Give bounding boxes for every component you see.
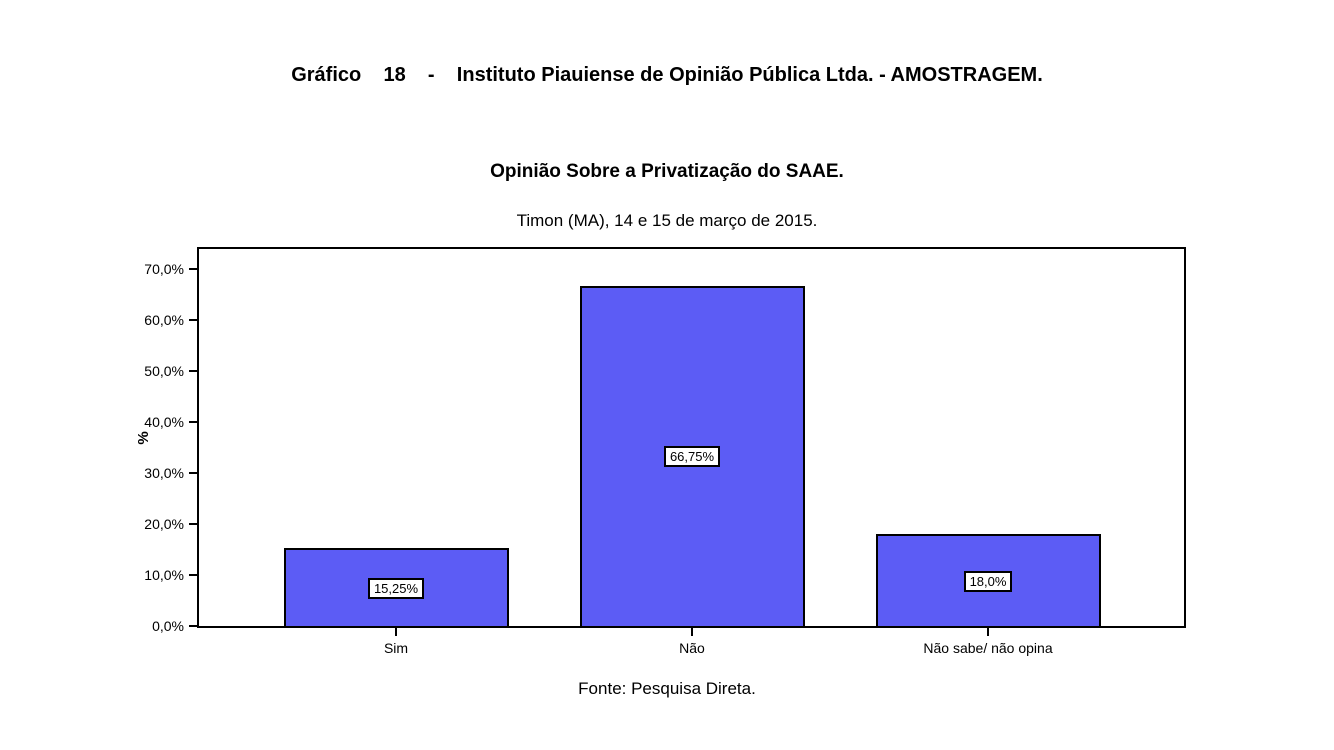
y-tick-label: 50,0% — [144, 363, 184, 380]
y-tick-mark — [189, 523, 198, 526]
y-tick-mark — [189, 370, 198, 373]
y-tick-label: 10,0% — [144, 567, 184, 584]
chart-dateline: Timon (MA), 14 e 15 de março de 2015. — [516, 211, 818, 230]
x-category-label: Não sabe/ não opina — [923, 640, 1053, 656]
x-tick-mark — [987, 626, 989, 636]
y-tick-mark — [189, 625, 198, 627]
y-tick-label: 60,0% — [144, 312, 184, 329]
bar-value-label: 66,75% — [663, 446, 721, 468]
y-tick-mark — [189, 319, 198, 322]
y-tick-label: 70,0% — [144, 261, 184, 278]
y-tick-label: 40,0% — [144, 414, 184, 431]
bar-0: 15,25% — [283, 548, 509, 626]
chart-source: Fonte: Pesquisa Direta. — [578, 679, 756, 698]
y-tick-mark — [189, 574, 198, 577]
bar-1: 66,75% — [579, 285, 805, 626]
y-tick-mark — [189, 268, 198, 271]
bar-value-label: 18,0% — [963, 570, 1013, 592]
y-tick-label: 0,0% — [152, 618, 184, 634]
x-category-label: Não — [679, 640, 705, 656]
bar-value-label: 15,25% — [367, 577, 425, 599]
bar-2: 18,0% — [875, 534, 1101, 626]
chart-title: Gráfico 18 - Instituto Piauiense de Opin… — [291, 64, 1043, 86]
y-tick-mark — [189, 472, 198, 475]
y-tick-label: 30,0% — [144, 465, 184, 482]
chart-subtitle: Opinião Sobre a Privatização do SAAE. — [490, 161, 844, 182]
x-category-label: Sim — [383, 640, 409, 656]
x-tick-mark — [395, 626, 397, 636]
y-tick-label: 20,0% — [144, 516, 184, 533]
plot-area: % 0,0% 10,0% 20,0% 30,0% 40,0% 50,0% 60,0% 70,0… — [135, 247, 1186, 656]
y-axis-label: % — [135, 430, 153, 445]
x-tick-mark — [691, 626, 693, 636]
y-tick-mark — [189, 421, 198, 424]
